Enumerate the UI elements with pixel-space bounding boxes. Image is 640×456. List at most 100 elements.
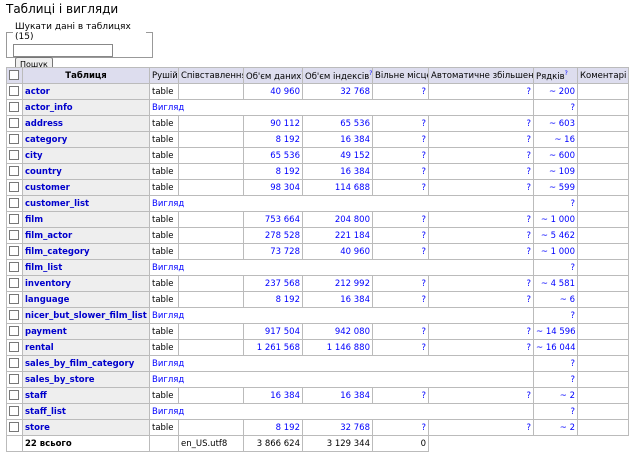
table-name[interactable]: inventory	[25, 278, 71, 289]
free-value[interactable]: ?	[421, 134, 426, 145]
free-value[interactable]: ?	[421, 182, 426, 193]
checkbox[interactable]	[9, 70, 19, 81]
table-name[interactable]: nicer_but_slower_film_list	[25, 310, 147, 321]
checkbox[interactable]	[9, 182, 19, 193]
table-name[interactable]: film_actor	[25, 230, 73, 241]
checkbox[interactable]	[9, 86, 19, 97]
data-value[interactable]: 8 192	[275, 134, 300, 145]
table-name[interactable]: actor_info	[25, 102, 73, 113]
view-label[interactable]: Вигляд	[152, 358, 185, 369]
index-value[interactable]: 32 768	[340, 422, 370, 433]
data-value[interactable]: 90 112	[270, 118, 300, 129]
checkbox[interactable]	[9, 278, 19, 289]
rows-value[interactable]: ?	[570, 358, 575, 369]
index-value[interactable]: 32 768	[340, 86, 370, 97]
table-name[interactable]: film_list	[25, 262, 63, 273]
free-value[interactable]: ?	[421, 342, 426, 353]
data-value[interactable]: 917 504	[264, 326, 300, 337]
checkbox[interactable]	[9, 118, 19, 129]
data-value[interactable]: 8 192	[275, 166, 300, 177]
view-label[interactable]: Вигляд	[152, 102, 185, 113]
data-value[interactable]: 65 536	[270, 150, 300, 161]
data-value[interactable]: 73 728	[270, 246, 300, 257]
free-value[interactable]: ?	[421, 390, 426, 401]
free-value[interactable]: ?	[421, 230, 426, 241]
table-name[interactable]: category	[25, 134, 68, 145]
table-name[interactable]: actor	[25, 86, 50, 97]
auto-value[interactable]: ?	[526, 278, 531, 289]
free-value[interactable]: ?	[421, 150, 426, 161]
index-value[interactable]: 1 146 880	[326, 342, 370, 353]
index-value[interactable]: 114 688	[334, 182, 370, 193]
checkbox[interactable]	[9, 166, 19, 177]
auto-value[interactable]: ?	[526, 246, 531, 257]
auto-value[interactable]: ?	[526, 150, 531, 161]
free-value[interactable]: ?	[421, 294, 426, 305]
free-value[interactable]: ?	[421, 246, 426, 257]
rows-value[interactable]: ?	[570, 374, 575, 385]
index-value[interactable]: 16 384	[340, 390, 370, 401]
table-name[interactable]: staff	[25, 390, 47, 401]
view-label[interactable]: Вигляд	[152, 374, 185, 385]
rows-value[interactable]: ~ 600	[548, 150, 575, 161]
data-value[interactable]: 237 568	[264, 278, 300, 289]
rows-value[interactable]: ~ 2	[559, 422, 575, 433]
checkbox[interactable]	[9, 134, 19, 145]
rows-value[interactable]: ~ 200	[548, 86, 575, 97]
checkbox[interactable]	[9, 294, 19, 305]
checkbox[interactable]	[9, 390, 19, 401]
auto-value[interactable]: ?	[526, 86, 531, 97]
checkbox[interactable]	[9, 214, 19, 225]
data-value[interactable]: 40 960	[270, 86, 300, 97]
view-label[interactable]: Вигляд	[152, 262, 185, 273]
rows-value[interactable]: ?	[570, 406, 575, 417]
checkbox[interactable]	[9, 406, 19, 417]
table-name[interactable]: payment	[25, 326, 67, 337]
auto-value[interactable]: ?	[526, 230, 531, 241]
index-value[interactable]: 16 384	[340, 166, 370, 177]
view-label[interactable]: Вигляд	[152, 310, 185, 321]
table-name[interactable]: address	[25, 118, 63, 129]
auto-value[interactable]: ?	[526, 326, 531, 337]
data-value[interactable]: 278 528	[264, 230, 300, 241]
data-value[interactable]: 1 261 568	[256, 342, 300, 353]
rows-value[interactable]: ~ 109	[548, 166, 575, 177]
free-value[interactable]: ?	[421, 278, 426, 289]
checkbox[interactable]	[9, 326, 19, 337]
free-value[interactable]: ?	[421, 166, 426, 177]
auto-value[interactable]: ?	[526, 214, 531, 225]
rows-value[interactable]: ~ 603	[548, 118, 575, 129]
data-value[interactable]: 98 304	[270, 182, 300, 193]
auto-value[interactable]: ?	[526, 342, 531, 353]
table-name[interactable]: customer_list	[25, 198, 90, 209]
auto-value[interactable]: ?	[526, 166, 531, 177]
table-name[interactable]: film	[25, 214, 44, 225]
index-value[interactable]: 942 080	[334, 326, 370, 337]
table-name[interactable]: store	[25, 422, 50, 433]
table-name[interactable]: customer	[25, 182, 70, 193]
index-value[interactable]: 65 536	[340, 118, 370, 129]
table-name[interactable]: city	[25, 150, 43, 161]
auto-value[interactable]: ?	[526, 390, 531, 401]
rows-value[interactable]: ~ 1 000	[540, 214, 575, 225]
rows-value[interactable]: ?	[570, 262, 575, 273]
view-label[interactable]: Вигляд	[152, 198, 185, 209]
rows-value[interactable]: ?	[570, 310, 575, 321]
auto-value[interactable]: ?	[526, 422, 531, 433]
table-name[interactable]: rental	[25, 342, 54, 353]
auto-value[interactable]: ?	[526, 294, 531, 305]
checkbox[interactable]	[9, 198, 19, 209]
index-value[interactable]: 16 384	[340, 294, 370, 305]
table-name[interactable]: film_category	[25, 246, 90, 257]
free-value[interactable]: ?	[421, 422, 426, 433]
table-name[interactable]: country	[25, 166, 62, 177]
checkbox[interactable]	[9, 358, 19, 369]
view-label[interactable]: Вигляд	[152, 406, 185, 417]
table-name[interactable]: sales_by_store	[25, 374, 95, 385]
checkbox[interactable]	[9, 262, 19, 273]
table-name[interactable]: staff_list	[25, 406, 66, 417]
data-value[interactable]: 8 192	[275, 294, 300, 305]
free-value[interactable]: ?	[421, 214, 426, 225]
free-value[interactable]: ?	[421, 118, 426, 129]
rows-value[interactable]: ~ 16 044	[536, 342, 576, 353]
